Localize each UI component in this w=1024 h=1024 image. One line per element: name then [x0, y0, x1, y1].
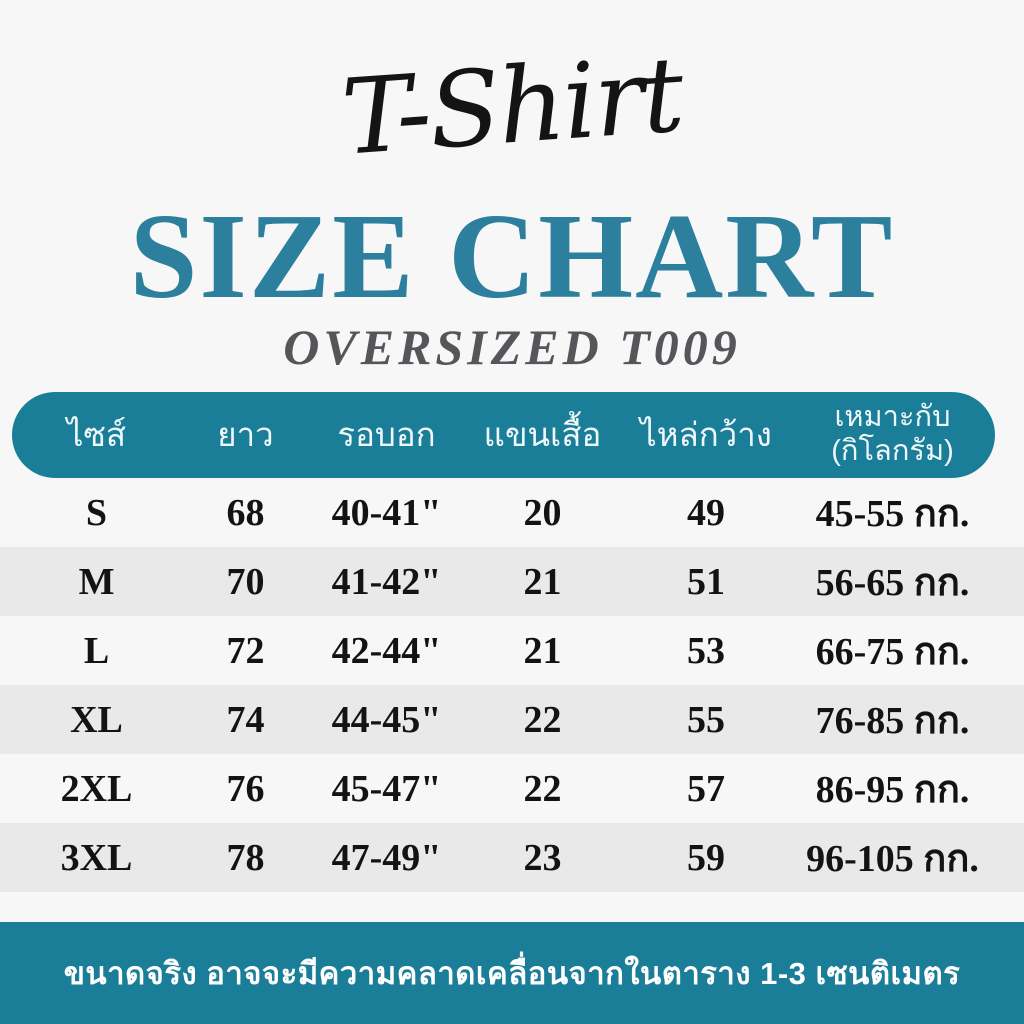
cell-sleeve: 23 — [523, 836, 562, 879]
cell-length: 72 — [226, 629, 265, 672]
table-row-3xl: 3XL 78 47-49" 23 59 96-105 กก. — [0, 823, 1024, 892]
cell-length: 74 — [226, 698, 265, 741]
table-row-xl: XL 74 44-45" 22 55 76-85 กก. — [0, 685, 1024, 754]
column-header-weight-unit: (กิโลกรัม) — [831, 435, 954, 467]
cell-size: 2XL — [60, 767, 133, 810]
cell-chest: 42-44" — [331, 629, 442, 672]
cell-weight: 56-65 กก. — [815, 562, 970, 604]
table-row-l: L 72 42-44" 21 53 66-75 กก. — [0, 616, 1024, 685]
script-title: T-Shirt — [338, 33, 686, 179]
column-header-size: ไซส์ — [66, 415, 127, 453]
cell-sleeve: 20 — [523, 491, 562, 534]
size-table: S 68 40-41" 20 49 45-55 กก. M 70 41-42" … — [0, 478, 1024, 892]
cell-length: 78 — [226, 836, 265, 879]
footer-note-bar: ขนาดจริง อาจจะมีความคลาดเคลื่อนจากในตารา… — [0, 922, 1024, 1024]
cell-chest: 47-49" — [331, 836, 442, 879]
page-title: SIZE CHART — [129, 189, 895, 324]
cell-length: 70 — [226, 560, 265, 603]
cell-sleeve: 21 — [523, 629, 562, 672]
cell-weight: 66-75 กก. — [815, 631, 970, 673]
cell-shoulder: 51 — [687, 560, 725, 603]
cell-size: XL — [70, 698, 123, 741]
cell-shoulder: 59 — [687, 836, 725, 879]
cell-length: 68 — [226, 491, 265, 534]
cell-chest: 40-41" — [331, 491, 442, 534]
column-header-chest: รอบอก — [337, 415, 436, 453]
table-row-s: S 68 40-41" 20 49 45-55 กก. — [0, 478, 1024, 547]
cell-shoulder: 55 — [687, 698, 725, 741]
cell-shoulder: 57 — [687, 767, 725, 810]
column-header-weight-label: เหมาะกับ — [834, 401, 951, 434]
cell-sleeve: 22 — [523, 767, 562, 810]
cell-size: M — [78, 560, 115, 603]
cell-chest: 44-45" — [331, 698, 442, 741]
cell-size: 3XL — [60, 836, 133, 879]
subtitle: OVERSIZED T009 — [283, 319, 741, 375]
table-header: ไซส์ ยาว รอบอก แขนเสื้อ ไหล่กว้าง เหมาะก… — [12, 392, 995, 478]
cell-weight: 86-95 กก. — [815, 769, 970, 811]
table-row-2xl: 2XL 76 45-47" 22 57 86-95 กก. — [0, 754, 1024, 823]
cell-weight: 76-85 กก. — [815, 700, 970, 742]
table-row-m: M 70 41-42" 21 51 56-65 กก. — [0, 547, 1024, 616]
cell-length: 76 — [226, 767, 265, 810]
cell-sleeve: 21 — [523, 560, 562, 603]
cell-chest: 41-42" — [331, 560, 442, 603]
footer-note: ขนาดจริง อาจจะมีความคลาดเคลื่อนจากในตารา… — [63, 956, 961, 991]
column-header-weight: เหมาะกับ (กิโลกรัม) — [790, 401, 995, 468]
cell-chest: 45-47" — [331, 767, 442, 810]
column-header-sleeve: แขนเสื้อ — [483, 415, 602, 453]
cell-size: L — [83, 629, 110, 672]
cell-size: S — [85, 491, 108, 534]
cell-sleeve: 22 — [523, 698, 562, 741]
cell-shoulder: 49 — [687, 491, 725, 534]
column-header-length: ยาว — [217, 415, 274, 453]
column-header-shoulder: ไหล่กว้าง — [640, 415, 772, 453]
cell-weight: 96-105 กก. — [806, 838, 979, 880]
cell-weight: 45-55 กก. — [815, 493, 970, 535]
cell-shoulder: 53 — [687, 629, 725, 672]
